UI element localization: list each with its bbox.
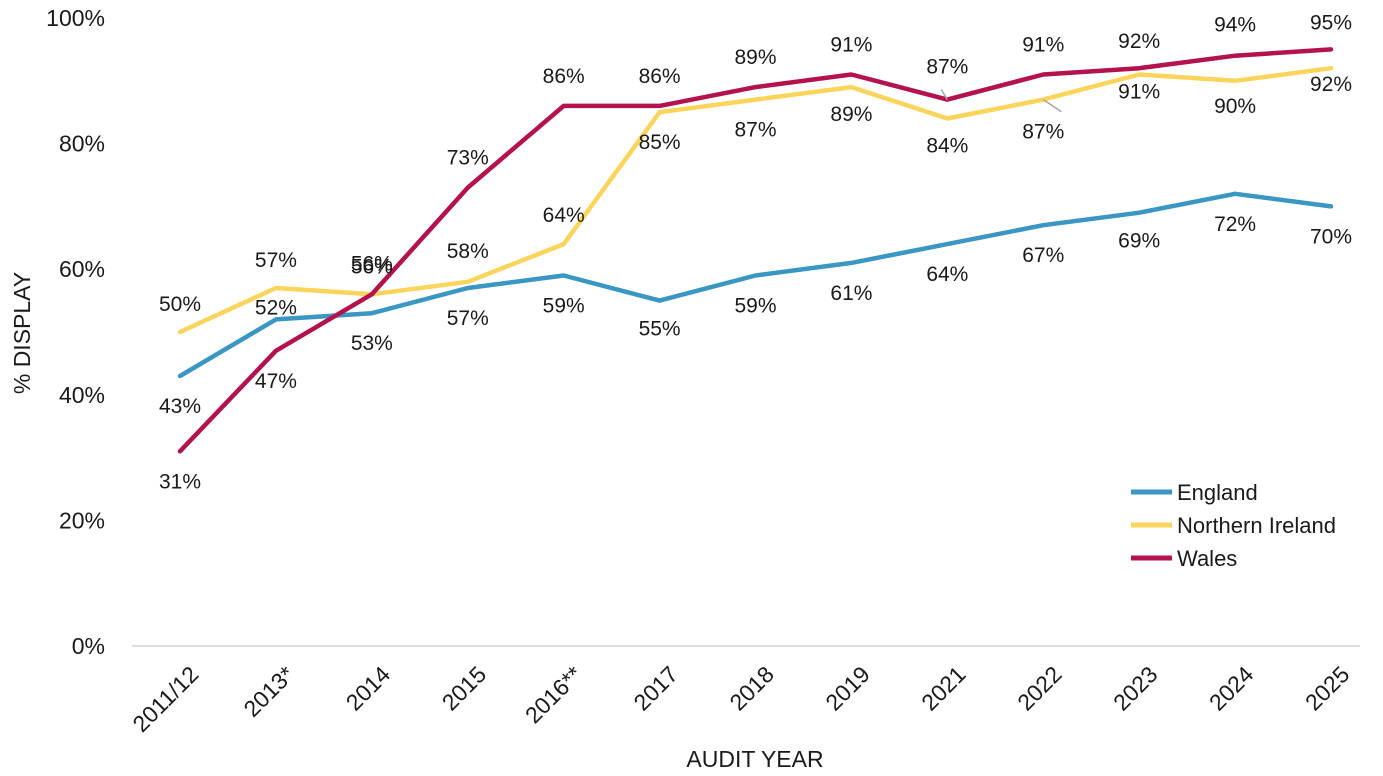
- x-tick-label: 2024: [1204, 661, 1259, 716]
- series-line-wales: [177, 47, 1334, 454]
- data-label: 57%: [447, 307, 489, 330]
- data-label: 56%: [351, 255, 393, 278]
- x-tick-label: 2013*: [238, 661, 299, 722]
- data-label: 57%: [255, 249, 297, 272]
- data-label: 87%: [734, 119, 776, 142]
- legend-label: Northern Ireland: [1177, 513, 1336, 538]
- data-label: 84%: [926, 134, 968, 157]
- data-label: 70%: [1310, 225, 1352, 248]
- x-tick-label: 2016**: [520, 661, 587, 728]
- y-tick-label: 100%: [46, 5, 105, 31]
- data-label: 95%: [1310, 11, 1352, 34]
- x-tick-label: 2025: [1300, 661, 1355, 716]
- data-label: 92%: [1118, 30, 1160, 53]
- data-label: 91%: [1022, 34, 1064, 57]
- legend: England Northern Ireland Wales: [1131, 480, 1336, 571]
- x-tick-label: 2022: [1012, 661, 1067, 716]
- data-label: 64%: [543, 204, 585, 227]
- y-tick-label: 20%: [59, 507, 105, 533]
- x-tick-label: 2017: [628, 661, 683, 716]
- data-label: 92%: [1310, 73, 1352, 96]
- series-line-northern-ireland: [177, 65, 1334, 335]
- y-tick-label: 0%: [72, 633, 105, 659]
- data-label: 50%: [159, 293, 201, 316]
- data-label: 85%: [639, 131, 681, 154]
- data-label: 59%: [734, 294, 776, 317]
- data-label: 72%: [1214, 213, 1256, 236]
- x-tick-label: 2015: [437, 661, 492, 716]
- x-tick-label: 2021: [916, 661, 971, 716]
- series-line-england: [177, 191, 1334, 379]
- y-tick-label: 60%: [59, 256, 105, 282]
- y-axis-ticks: 0% 20% 40% 60% 80% 100%: [46, 5, 105, 659]
- x-axis-ticks: 2011/12 2013* 2014 2015 2016** 2017 2018 2019 20…: [127, 661, 1354, 737]
- data-label: 91%: [1118, 81, 1160, 104]
- data-label: 59%: [543, 294, 585, 317]
- data-label: 67%: [1022, 244, 1064, 267]
- data-label-leader: [1042, 99, 1062, 113]
- y-tick-label: 80%: [59, 131, 105, 157]
- data-label: 94%: [1214, 14, 1256, 37]
- data-label: 43%: [159, 395, 201, 418]
- data-label-leader: [940, 89, 948, 101]
- data-label: 73%: [447, 147, 489, 170]
- data-label: 87%: [926, 56, 968, 79]
- data-label: 53%: [351, 332, 393, 355]
- legend-label: Wales: [1177, 546, 1237, 571]
- data-label: 47%: [255, 370, 297, 393]
- data-label: 69%: [1118, 230, 1160, 253]
- data-label: 90%: [1214, 95, 1256, 118]
- data-label: 64%: [926, 263, 968, 286]
- legend-label: England: [1177, 480, 1258, 505]
- data-label: 87%: [1022, 121, 1064, 144]
- x-tick-label: 2023: [1108, 661, 1163, 716]
- data-label: 89%: [830, 103, 872, 126]
- data-label: 86%: [639, 65, 681, 88]
- x-tick-label: 2011/12: [127, 661, 203, 737]
- data-label: 91%: [830, 34, 872, 57]
- x-tick-label: 2018: [724, 661, 779, 716]
- x-axis-title: AUDIT YEAR: [686, 746, 823, 772]
- data-label: 52%: [255, 296, 297, 319]
- data-label: 58%: [447, 240, 489, 263]
- y-tick-label: 40%: [59, 382, 105, 408]
- data-label: 55%: [639, 318, 681, 341]
- data-label: 56%: [351, 252, 393, 275]
- x-tick-label: 2014: [341, 661, 396, 716]
- series-lines: [177, 47, 1334, 454]
- data-label: 86%: [543, 65, 585, 88]
- x-tick-label: 2019: [820, 661, 875, 716]
- data-label: 31%: [159, 470, 201, 493]
- data-label: 61%: [830, 282, 872, 305]
- data-label: 89%: [734, 46, 776, 69]
- data-labels: 43% 52% 53% 57% 59% 55% 59% 61% 64% 67% 69% 72% 70% 5…: [159, 11, 1352, 493]
- y-axis-title: % DISPLAY: [9, 272, 35, 394]
